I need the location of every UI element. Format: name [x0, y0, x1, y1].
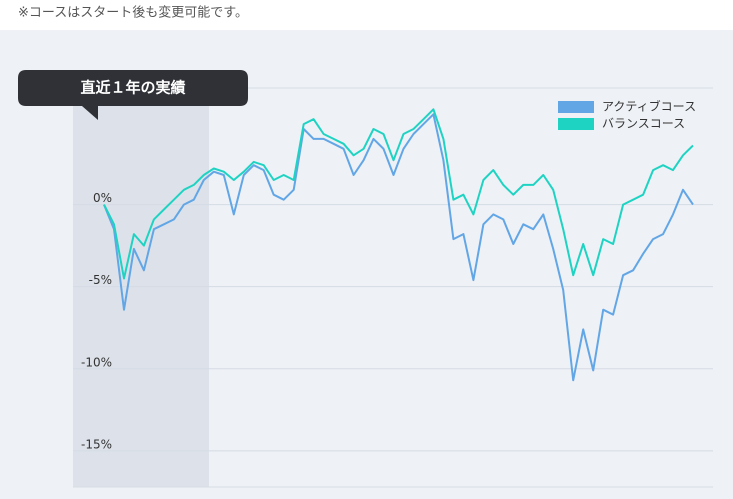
legend-swatch — [558, 118, 594, 130]
series-line — [103, 108, 694, 280]
lines — [103, 108, 694, 382]
legend-swatch — [558, 101, 594, 113]
y-tick-label: -10% — [81, 355, 112, 369]
legend-label: バランスコース — [602, 117, 685, 131]
legend-label: アクティブコース — [602, 99, 696, 114]
highlight-region — [73, 88, 209, 487]
y-tick-label: -5% — [89, 273, 112, 287]
y-tick-label: 0% — [93, 191, 112, 205]
series-line — [103, 113, 694, 382]
callout-label: 直近１年の実績 — [80, 79, 185, 97]
note: ※コースはスタート後も変更可能です。 — [18, 5, 248, 21]
callout — [18, 70, 248, 120]
grid: 0% -5% -10% -15% — [73, 87, 713, 488]
y-tick-label: -15% — [81, 437, 112, 451]
